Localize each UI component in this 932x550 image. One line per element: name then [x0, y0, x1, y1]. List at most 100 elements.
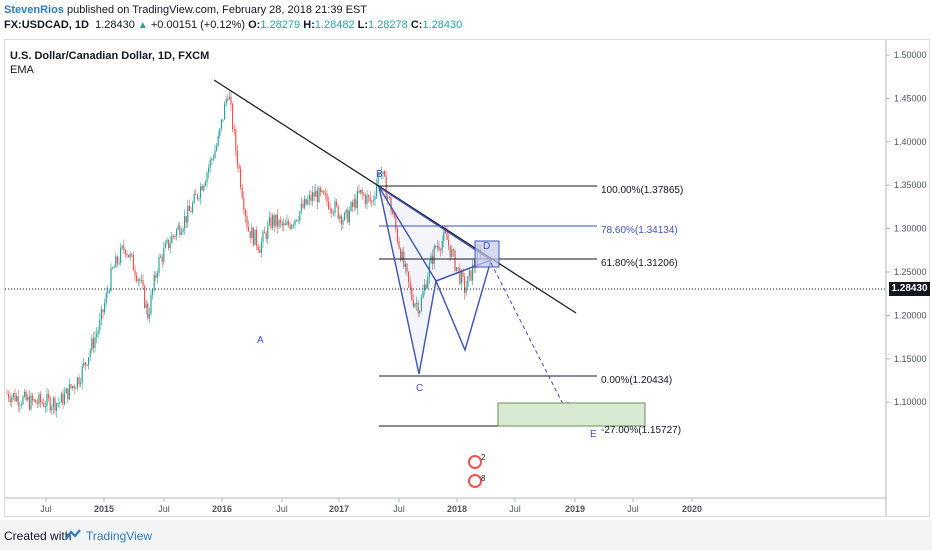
candle-body	[64, 393, 66, 405]
candle-body	[211, 158, 213, 160]
chart-frame[interactable]	[4, 39, 930, 517]
candle-body	[368, 195, 370, 197]
candle-body	[195, 193, 197, 195]
candle-body	[392, 211, 394, 215]
candle-body	[132, 254, 134, 271]
candle-body	[238, 165, 240, 169]
candle-body	[99, 319, 101, 331]
candle-body	[227, 99, 229, 101]
candle-body	[96, 333, 98, 338]
price-axis-label: 1.10000	[894, 397, 927, 407]
candle-body	[161, 256, 163, 262]
candle-body	[118, 262, 120, 264]
candle-body	[398, 241, 400, 249]
symbol-label[interactable]: FX:USDCAD, 1D	[4, 19, 89, 31]
candle-body	[179, 225, 181, 235]
candle-body	[222, 119, 224, 121]
time-axis-label: Jul	[158, 504, 170, 514]
candle-body	[230, 96, 232, 105]
candle-body	[275, 214, 277, 226]
candle-body	[342, 220, 344, 225]
candle-body	[83, 362, 85, 367]
candle-body	[187, 205, 189, 223]
candle-body	[100, 309, 102, 320]
candle-body	[110, 267, 112, 292]
candle-body	[420, 297, 422, 311]
candle-body	[46, 394, 48, 407]
trend-line	[213, 79, 577, 314]
candle-body	[27, 396, 29, 400]
candle-body	[155, 275, 157, 278]
point-e-label: E	[590, 429, 597, 440]
event-count-1: 2	[481, 453, 486, 462]
time-axis-label: Jul	[393, 504, 405, 514]
candle-body	[289, 224, 291, 229]
candle-body	[411, 287, 413, 300]
author-link[interactable]: StevenRios	[4, 4, 64, 16]
candle-body	[198, 198, 200, 200]
candle-body	[136, 275, 138, 281]
candle-body	[153, 275, 155, 290]
candle-body	[129, 253, 131, 258]
candle-body	[104, 303, 106, 313]
candle-body	[384, 171, 386, 177]
candle-body	[356, 190, 358, 209]
candle-body	[460, 271, 462, 284]
candle-body	[436, 246, 438, 248]
candle-body	[371, 201, 373, 203]
candle-body	[49, 397, 51, 411]
d-point-zone	[474, 240, 500, 268]
candle-body	[353, 199, 355, 207]
candle-body	[321, 190, 323, 193]
candle-body	[169, 243, 171, 249]
candle-body	[304, 198, 306, 208]
candle-body	[43, 403, 45, 407]
candle-body	[387, 196, 389, 199]
candle-body	[72, 385, 74, 388]
price-axis-label: 1.50000	[894, 50, 927, 60]
candle-body	[51, 407, 53, 411]
candle-body	[148, 314, 150, 319]
candle-body	[310, 195, 312, 202]
candle-body	[180, 232, 182, 235]
candle-body	[137, 279, 139, 281]
candle-body	[8, 393, 10, 399]
point-b-label: B	[376, 169, 383, 180]
candle-body	[272, 215, 274, 228]
candle-body	[409, 281, 411, 288]
candle-body	[444, 231, 446, 233]
candle-body	[216, 145, 218, 151]
candle-body	[150, 294, 152, 315]
time-axis-label: Jul	[509, 504, 521, 514]
candle-body	[203, 185, 205, 191]
candle-body	[374, 196, 376, 201]
candle-body	[433, 246, 435, 264]
candle-body	[254, 230, 256, 245]
candle-body	[329, 208, 331, 210]
candle-body	[334, 201, 336, 214]
price-axis-label: 1.45000	[894, 93, 927, 103]
tradingview-brand-link[interactable]: TradingView	[86, 529, 153, 543]
candle-body	[25, 391, 27, 400]
candle-body	[9, 398, 11, 403]
pattern-fill-xab	[379, 187, 436, 374]
low-label: L:	[357, 19, 369, 31]
candle-body	[201, 186, 203, 191]
candle-body	[352, 202, 354, 207]
candle-body	[30, 395, 32, 410]
indicator-label[interactable]: EMA	[10, 64, 34, 76]
fib-level-label: 78.60%(1.34134)	[601, 225, 678, 236]
candle-body	[142, 280, 144, 286]
candle-body	[38, 394, 40, 404]
candle-body	[171, 235, 173, 244]
price-axis-label: 1.30000	[894, 224, 927, 234]
candle-body	[267, 224, 269, 239]
candle-body	[225, 99, 227, 104]
candle-body	[123, 245, 125, 250]
price-axis: 1.50000 1.45000 1.40000 1.35000 1.30000 1.250…	[886, 50, 927, 407]
fib-level-label: 0.00%(1.20434)	[601, 375, 672, 386]
candle-body	[268, 217, 270, 225]
tradingview-logo-icon[interactable]	[64, 528, 82, 542]
candle-body	[28, 396, 30, 410]
